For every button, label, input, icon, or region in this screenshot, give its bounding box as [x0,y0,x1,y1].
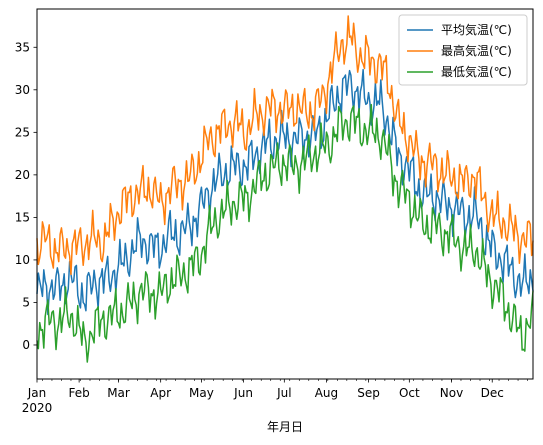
series-line-1 [36,15,534,276]
x-tick-label: Jul [276,386,291,400]
series-line-2 [36,103,534,363]
x-tick-label: Jun [233,386,253,400]
legend: 平均気温(℃) 最高気温(℃) 最低気温(℃) [398,14,528,86]
plot-lines [36,15,534,363]
y-tick-label: 30 [15,83,30,97]
x-axis: Jan Feb Mar Apr May Jun Jul Aug Sep Oct Nov Dec [27,379,528,400]
legend-label: 最高気温(℃) [441,43,512,58]
x-tick-label: Jan [27,386,47,400]
series-line-0 [36,68,534,316]
y-axis: 0 5 10 15 20 25 30 35 [15,40,37,352]
x-tick-label: Mar [107,386,130,400]
y-tick-label: 5 [22,295,30,309]
legend-label: 最低気温(℃) [441,64,512,79]
plot-frame [36,8,534,380]
legend-box [398,14,528,86]
y-tick-label: 20 [15,168,30,182]
y-tick-label: 15 [15,210,30,224]
x-tick-label: May [189,386,214,400]
x-axis-title: 年月日 [267,420,303,434]
x-tick-label: Aug [315,386,338,400]
y-tick-label: 25 [15,125,30,139]
y-tick-label: 10 [15,253,30,267]
y-tick-label: 0 [22,338,30,352]
x-tick-label: Oct [399,386,420,400]
legend-label: 平均気温(℃) [441,22,512,37]
x-tick-label: Nov [440,386,463,400]
y-tick-label: 35 [15,40,30,54]
x-tick-label: Dec [481,386,504,400]
x-tick-label: Apr [150,386,171,400]
x-axis-year-label: 2020 [22,401,53,415]
x-tick-label: Sep [357,386,380,400]
x-tick-label: Feb [69,386,90,400]
